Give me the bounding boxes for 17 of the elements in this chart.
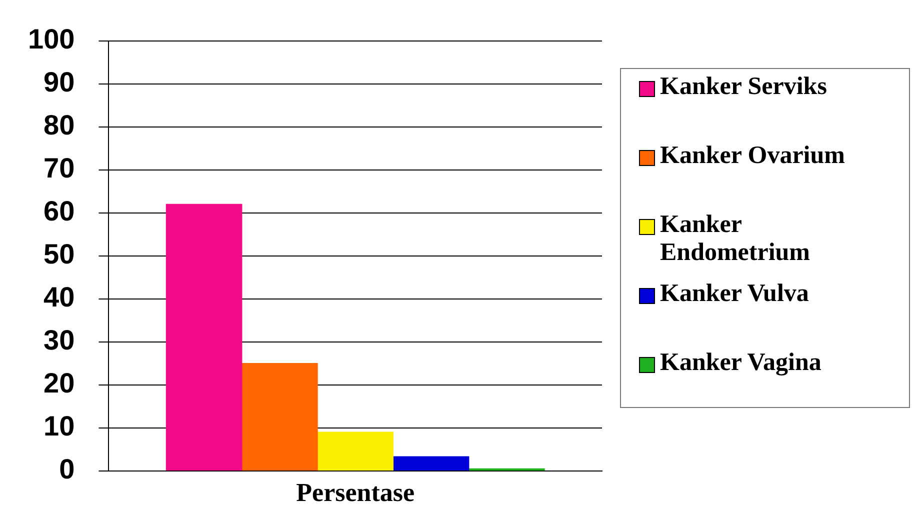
x-axis-title: Persentase: [296, 478, 415, 508]
y-tick-label: 80: [44, 110, 75, 141]
legend-label: Kanker Vulva: [660, 280, 810, 308]
y-tick-label: 50: [44, 238, 75, 270]
y-tick-label: 90: [44, 66, 75, 98]
y-tick-label: 70: [44, 152, 75, 184]
legend-label: Kanker Vagina: [660, 349, 822, 377]
legend-label: Kanker Serviks: [660, 73, 828, 101]
y-tick-label: 30: [44, 324, 75, 356]
legend-label: Kanker Endometrium: [660, 211, 811, 267]
y-tick-label: 60: [44, 196, 75, 227]
y-tick-label: 20: [44, 368, 75, 399]
y-tick-label: 0: [59, 454, 75, 485]
y-tick-label: 40: [44, 282, 75, 313]
y-tick-label: 100: [28, 24, 75, 55]
legend-label: Kanker Ovarium: [660, 142, 846, 170]
y-tick-label: 10: [44, 410, 75, 442]
